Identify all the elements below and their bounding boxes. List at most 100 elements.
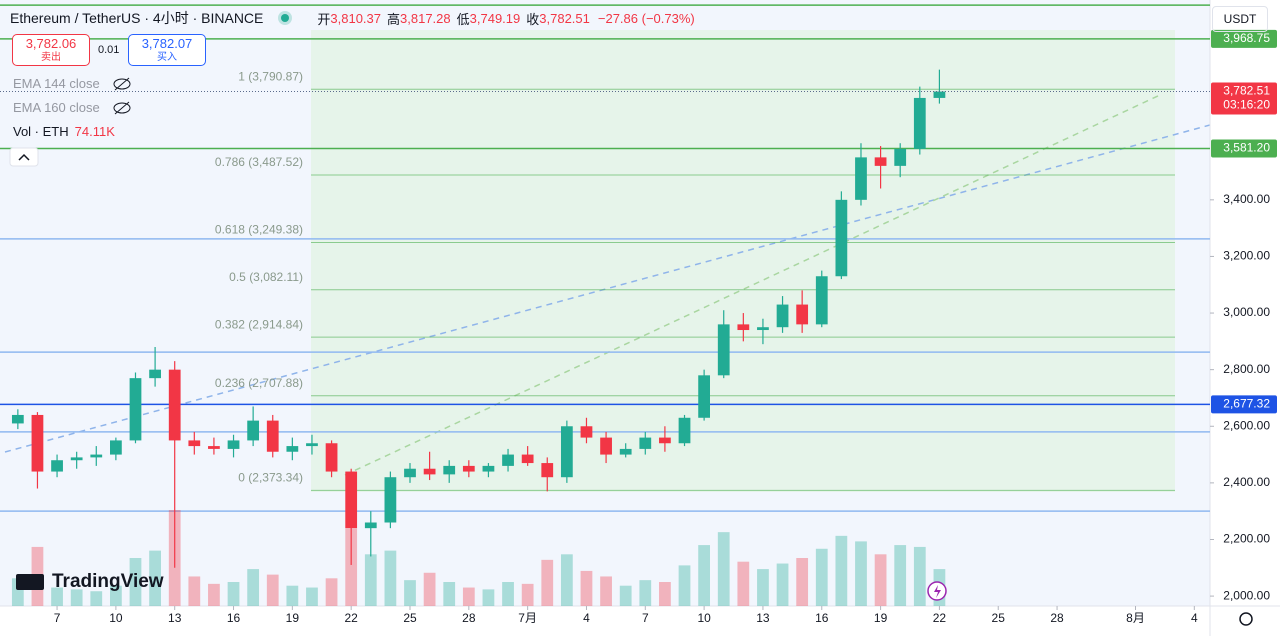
x-tick-label: 8月 [1126,611,1145,625]
x-tick-label: 25 [403,611,417,625]
candle-body [600,437,612,455]
candle-body [560,426,573,478]
y-tick-label: 2,600.00 [1223,418,1270,432]
x-tick-label: 10 [697,611,711,625]
candle-body [659,437,671,444]
buy-button[interactable]: 3,782.07 买入 [128,34,206,66]
volume-bar [737,561,750,606]
volume-bar [443,582,456,606]
settings-icon[interactable] [1239,612,1253,626]
level-label: 2,677.32 [1223,397,1270,411]
volume-bar [659,582,671,606]
volume-bar [345,528,358,606]
candle-body [11,414,24,424]
collapse-button[interactable] [9,147,39,167]
x-tick-label: 19 [286,611,300,625]
candle-body [521,454,534,464]
candle-body [639,437,652,449]
level-tag [1211,29,1277,48]
x-tick-label: 22 [933,611,947,625]
candle-body [933,91,946,98]
indicator[interactable]: EMA 144 close [13,76,100,91]
candle-body [384,477,397,523]
volume-bar [541,559,554,606]
volume-bar [266,574,279,606]
volume-bar [110,585,122,606]
volume-bar [423,572,436,606]
countdown: 03:16:20 [1223,98,1270,112]
y-tick-label: 3,000.00 [1223,305,1270,319]
indicator[interactable]: Vol · ETH 74.11K [13,124,115,139]
x-tick-label: 10 [109,611,123,625]
x-tick-label: 7 [642,611,649,625]
x-tick-label: 7 [54,611,61,625]
eye-icon[interactable] [113,77,131,91]
sell-button[interactable]: 3,782.06 卖出 [12,34,90,66]
candle-body [541,463,554,478]
y-tick-label: 3,400.00 [1223,192,1270,206]
status-dot [281,14,290,22]
volume-bar [129,558,142,606]
indicator[interactable]: EMA 160 close [13,100,100,115]
candle-body [776,304,789,328]
candle-body [443,465,456,475]
fib-label: 0.786 (3,487.52) [215,155,303,169]
eye-icon[interactable] [113,101,131,115]
candle-body [51,460,63,472]
candle-body [149,369,161,379]
y-tick-label: 2,200.00 [1223,532,1270,546]
currency-select[interactable]: USDT [1212,6,1268,32]
volume-bar [600,576,612,606]
x-tick-label: 4 [1191,611,1198,625]
header: Ethereum / TetherUS · 4小时 · BINANCE 开 3,8… [10,7,695,29]
chart-layer: 1 (3,790.87) 0.786 (3,487.52) 0.618 (3,249… [0,4,1277,625]
ohlc-value: 3,810.37 [330,10,381,26]
volume-bar [580,570,593,606]
candle-body [364,522,377,529]
fib-label: 0.236 (2,707.88) [215,376,303,390]
vol-value: 74.11K [74,124,115,139]
y-tick-label: 2,400.00 [1223,475,1270,489]
volume-bar [70,589,83,606]
ohlc-value: 3,749.19 [469,10,521,26]
volume-bar [796,558,809,606]
volume-bar [639,580,652,606]
buy-label: 买入 [157,52,177,63]
candle-body [737,324,750,331]
ohlc-value: 3,817.28 [400,10,451,26]
fib-label: 0.5 (3,082.11) [229,270,303,284]
candle-body [266,420,279,452]
candle-body [227,440,240,449]
volume-bar [835,535,848,606]
volume-bar [247,569,260,606]
volume-bar [913,546,926,606]
volume-bar [227,582,240,606]
x-tick-label: 16 [815,611,829,625]
logo-text: TradingView [52,571,164,592]
candle-body [678,417,691,444]
x-tick-label: 4 [583,611,590,625]
candle-body [168,369,181,441]
ohlc-value: 3,782.51 [539,10,590,26]
candle-body [90,454,103,458]
candle-body [286,446,299,452]
collapse-icon [18,153,30,161]
volume-bar [482,589,495,606]
ohlc-key: 低 [456,11,470,27]
candle-body [188,440,201,447]
fib-label: 0.618 (3,249.38) [215,223,303,237]
volume-bar [717,532,730,606]
candle-body [502,454,514,466]
x-tick-label: 22 [344,611,358,625]
volume-bar [208,583,220,606]
candle-body [619,448,632,455]
candle-body [345,471,358,529]
last-price-tag [1211,82,1277,115]
candle-body [698,375,710,418]
volume-bar [325,578,338,606]
fib-label: 1 (3,790.87) [238,69,303,83]
volume-bar [286,585,299,606]
